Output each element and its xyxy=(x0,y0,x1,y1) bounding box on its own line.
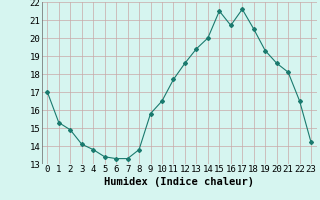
X-axis label: Humidex (Indice chaleur): Humidex (Indice chaleur) xyxy=(104,177,254,187)
